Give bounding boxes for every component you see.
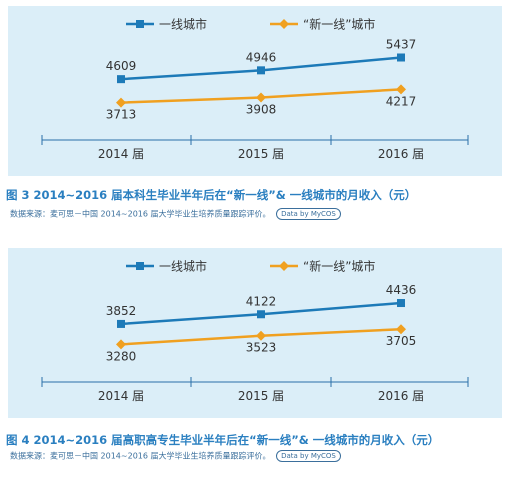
data-label: 3713 [106, 108, 137, 122]
data-point-diamond [256, 330, 266, 341]
legend-label-2: “新一线”城市 [303, 259, 375, 274]
data-label: 3908 [246, 102, 277, 116]
chart-1-source-text: 数据来源：麦可思－中国 2014~2016 届大学毕业生培养质量跟踪评价。 [10, 209, 271, 219]
x-tick-label: 2014 届 [98, 147, 144, 161]
legend-label-2: “新一线”城市 [303, 17, 375, 32]
chart-1-source: 数据来源：麦可思－中国 2014~2016 届大学毕业生培养质量跟踪评价。 Da… [10, 208, 341, 220]
chart-panel-1: 一线城市 “新一线”城市 2014 届 2015 届 2016 届 4609 4946 543… [8, 6, 502, 176]
data-point-square [397, 53, 405, 62]
chart-1-badge: Data by MyCOS [276, 208, 341, 220]
data-point-diamond [256, 92, 266, 103]
data-point-square [397, 299, 405, 308]
legend-marker-square-icon [136, 20, 144, 28]
data-point-square [257, 66, 265, 75]
legend-label-1: 一线城市 [159, 17, 207, 32]
x-tick-label: 2016 届 [378, 147, 424, 161]
data-label: 5437 [386, 37, 417, 51]
data-label: 4609 [106, 59, 137, 73]
data-label: 4946 [246, 50, 277, 64]
chart-2-svg: 一线城市 “新一线”城市 2014 届 2015 届 2016 届 3852 4122 443… [8, 248, 502, 418]
chart-panel-2: 一线城市 “新一线”城市 2014 届 2015 届 2016 届 3852 4122 443… [8, 248, 502, 418]
chart-background [8, 6, 502, 176]
legend-label-1: 一线城市 [159, 259, 207, 274]
data-point-diamond [116, 339, 126, 350]
data-label: 4122 [246, 294, 277, 308]
data-label: 3852 [106, 304, 137, 318]
x-tick-label: 2014 届 [98, 389, 144, 403]
data-label: 4217 [386, 94, 417, 108]
chart-background [8, 248, 502, 418]
data-point-square [257, 310, 265, 319]
chart-2-source: 数据来源：麦可思－中国 2014~2016 届大学毕业生培养质量跟踪评价。 Da… [10, 450, 341, 462]
data-label: 3523 [246, 341, 277, 355]
data-label: 3280 [106, 349, 137, 363]
chart-1-svg: 一线城市 “新一线”城市 2014 届 2015 届 2016 届 4609 4946 543… [8, 6, 502, 176]
data-point-square [117, 319, 125, 328]
x-tick-label: 2016 届 [378, 389, 424, 403]
data-point-diamond [396, 84, 406, 95]
data-point-diamond [116, 97, 126, 108]
data-point-diamond [396, 324, 406, 335]
x-tick-label: 2015 届 [238, 389, 284, 403]
data-label: 4436 [386, 283, 417, 297]
chart-1-title: 图 3 2014~2016 届本科生毕业半年后在“新一线”& 一线城市的月收入（… [6, 188, 417, 202]
legend-marker-square-icon [136, 262, 144, 270]
chart-2-source-text: 数据来源：麦可思－中国 2014~2016 届大学毕业生培养质量跟踪评价。 [10, 451, 271, 461]
x-tick-label: 2015 届 [238, 147, 284, 161]
data-point-square [117, 75, 125, 84]
data-label: 3705 [386, 334, 417, 348]
legend-marker-diamond-icon [279, 261, 289, 271]
legend-marker-diamond-icon [279, 19, 289, 29]
chart-2-title: 图 4 2014~2016 届高职高专生毕业半年后在“新一线”& 一线城市的月收… [6, 433, 440, 447]
chart-2-badge: Data by MyCOS [276, 450, 341, 462]
